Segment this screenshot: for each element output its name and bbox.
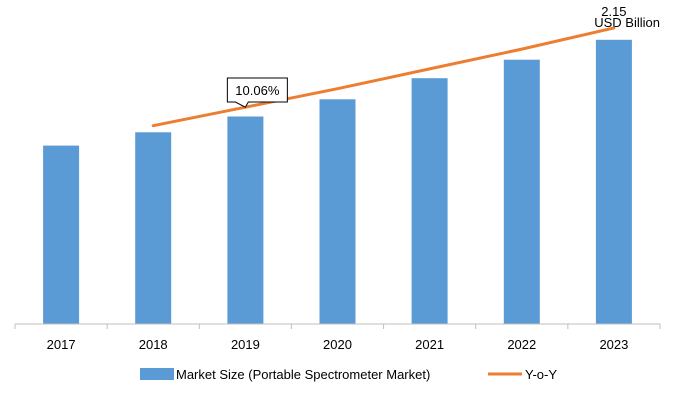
callout: 10.06% — [226, 77, 288, 108]
yoy-line — [151, 26, 616, 128]
bar-2018 — [135, 132, 172, 324]
x-tick-label-2018: 2018 — [139, 337, 168, 352]
x-tick-label-2021: 2021 — [415, 337, 444, 352]
callout-box — [226, 77, 288, 108]
x-tick-label-2023: 2023 — [599, 337, 628, 352]
bar-2020 — [319, 99, 356, 324]
x-tick-label-2022: 2022 — [507, 337, 536, 352]
bar-2023 — [595, 39, 632, 325]
x-axis-ticks: 2017 2018 2019 2020 2021 2022 2023 — [14, 324, 661, 352]
bar-2017 — [43, 145, 80, 324]
x-tick-label-2019: 2019 — [231, 337, 260, 352]
bar-2021 — [411, 78, 448, 324]
legend-swatch-bar — [140, 368, 174, 380]
annotations-group: 2.15 10.06% — [226, 4, 627, 108]
legend-label-bar: Market Size (Portable Spectrometer Marke… — [176, 367, 430, 382]
x-tick-label-2020: 2020 — [323, 337, 352, 352]
callout-text: 10.06% — [235, 83, 280, 98]
bar-2019 — [227, 116, 264, 324]
bar-2022 — [503, 59, 540, 324]
yoy-line-group — [151, 26, 616, 128]
x-tick-label-2017: 2017 — [47, 337, 76, 352]
legend: Market Size (Portable Spectrometer Marke… — [140, 367, 557, 382]
last-value-label: 2.15 — [601, 4, 626, 19]
unit-label: USD Billion — [594, 15, 660, 30]
bars-group — [43, 39, 632, 325]
legend-label-line: Y-o-Y — [525, 367, 557, 382]
